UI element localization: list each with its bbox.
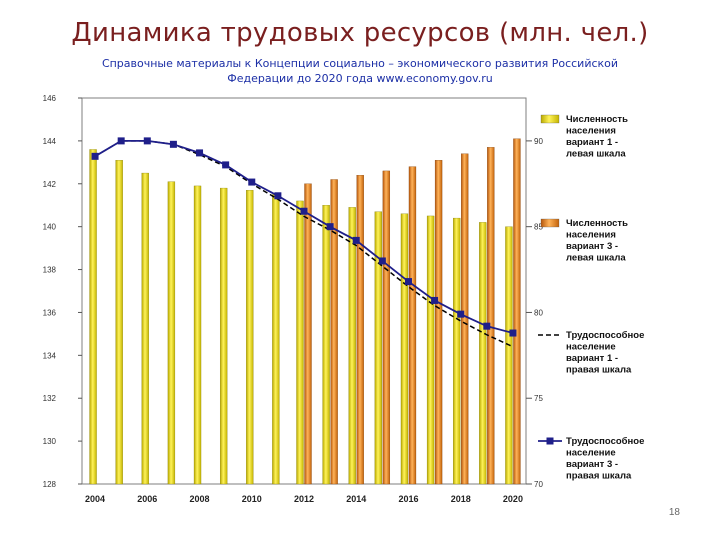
x-axis-label-2020: 2020 — [503, 494, 523, 504]
bar-v1-2012 — [296, 200, 304, 485]
x-axis-label-2004: 2004 — [85, 494, 105, 504]
bar-v1-2005 — [115, 160, 123, 485]
bar-v3-2017 — [434, 160, 443, 485]
bar-v1-2010 — [246, 190, 254, 485]
slide-subtitle: Справочные материалы к Концепции социаль… — [60, 56, 660, 86]
marker-v3-2012 — [300, 207, 308, 215]
marker-v3-2013 — [326, 223, 334, 231]
marker-v3-2007 — [169, 140, 177, 148]
legend-swatch-1 — [540, 218, 560, 228]
x-axis-label-2016: 2016 — [398, 494, 418, 504]
left-axis-label-6: 134 — [43, 351, 57, 360]
plot-area — [81, 97, 527, 485]
left-axis-label-7: 132 — [43, 394, 57, 403]
bar-v1-2004 — [89, 149, 97, 485]
left-axis-label-1: 144 — [43, 137, 57, 146]
bar-v3-2013 — [330, 179, 338, 485]
right-axis-label-3: 75 — [534, 394, 543, 403]
x-axis-label-2014: 2014 — [346, 494, 366, 504]
marker-v3-2005 — [117, 137, 125, 145]
slide-title: Динамика трудовых ресурсов (млн. чел.) — [71, 18, 649, 48]
right-axis-label-4: 70 — [534, 480, 543, 489]
marker-v3-2014 — [352, 236, 360, 244]
left-axis-label-9: 128 — [43, 480, 57, 489]
page-number: 18 — [668, 507, 680, 518]
x-axis-label-2006: 2006 — [137, 494, 157, 504]
right-axis-label-1: 85 — [534, 223, 543, 232]
x-axis-label-2018: 2018 — [451, 494, 471, 504]
bar-v1-2018 — [453, 217, 461, 485]
subtitle-line-1: Справочные материалы к Концепции социаль… — [101, 57, 619, 70]
left-axis-label-5: 136 — [43, 308, 57, 317]
bar-v1-2013 — [322, 205, 330, 485]
x-axis-label-2008: 2008 — [190, 494, 210, 504]
bar-v3-2019 — [487, 147, 495, 485]
left-axis-label-3: 140 — [43, 223, 57, 232]
bar-v1-2016 — [400, 213, 409, 485]
marker-v3-2015 — [378, 257, 386, 265]
bar-v3-2020 — [513, 138, 521, 485]
right-axis-label-2: 80 — [534, 308, 543, 317]
legend-label-1: Численность населения вариант 3 -левая шка… — [566, 218, 628, 264]
legend-label-3: Трудоспособное население вариант 3 -правая… — [566, 436, 644, 482]
bar-v3-2015 — [382, 170, 391, 485]
marker-v3-2006 — [143, 137, 151, 145]
x-axis-label-2012: 2012 — [294, 494, 314, 504]
left-axis-label-4: 138 — [43, 266, 57, 275]
bar-v3-2018 — [461, 153, 469, 485]
marker-v3-2017 — [431, 296, 439, 304]
bar-v1-2011 — [272, 194, 280, 485]
bar-v3-2012 — [304, 183, 312, 485]
left-axis-label-8: 130 — [43, 437, 57, 446]
bar-v3-2016 — [408, 166, 417, 485]
marker-v3-2016 — [404, 278, 412, 286]
legend-label-0: Численность населения вариант 1 -левая шка… — [566, 114, 628, 160]
marker-v3-2010 — [248, 178, 256, 186]
bar-v1-2019 — [479, 222, 487, 485]
bar-v1-2017 — [426, 215, 435, 485]
marker-v3-2019 — [483, 322, 491, 330]
marker-v3-2009 — [222, 161, 230, 169]
bar-v3-2014 — [356, 175, 364, 485]
marker-v3-2004 — [91, 152, 99, 160]
marker-v3-2020 — [509, 329, 517, 337]
marker-v3-2018 — [457, 310, 465, 318]
bar-v1-2009 — [219, 187, 228, 485]
bar-v1-2007 — [167, 181, 176, 485]
bar-v1-2015 — [374, 211, 383, 485]
bar-v1-2006 — [141, 172, 149, 485]
left-axis-label-0: 146 — [43, 94, 57, 103]
legend-label-2: Трудоспособное население вариант 1 -правая… — [566, 330, 644, 376]
marker-v3-2008 — [196, 149, 204, 157]
left-axis-label-2: 142 — [43, 180, 57, 189]
legend-marker-3 — [546, 437, 554, 445]
marker-v3-2011 — [274, 192, 282, 200]
right-axis-label-0: 90 — [534, 137, 543, 146]
bar-v1-2008 — [193, 185, 202, 485]
bar-v1-2014 — [348, 207, 356, 485]
legend-swatch-0 — [540, 114, 560, 124]
bar-v1-2020 — [505, 226, 513, 485]
x-axis-label-2010: 2010 — [242, 494, 262, 504]
subtitle-line-2: Федерации до 2020 года www.economy.gov.r… — [227, 72, 493, 85]
